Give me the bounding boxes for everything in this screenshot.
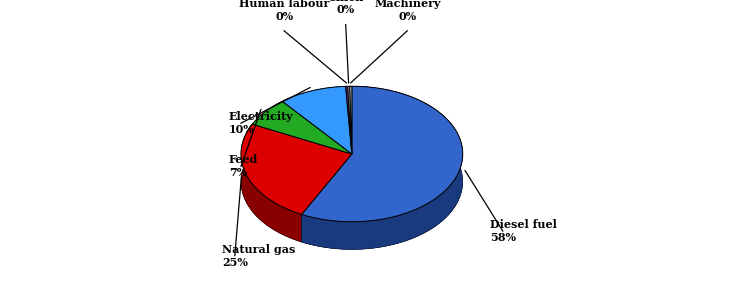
Polygon shape [241, 124, 352, 214]
Polygon shape [346, 114, 352, 182]
Polygon shape [252, 101, 282, 152]
Polygon shape [350, 86, 352, 114]
Polygon shape [346, 86, 352, 154]
Polygon shape [282, 101, 352, 182]
Polygon shape [282, 101, 352, 182]
Polygon shape [241, 124, 302, 242]
Polygon shape [350, 86, 352, 114]
Polygon shape [350, 86, 352, 182]
Polygon shape [302, 86, 463, 249]
Polygon shape [282, 86, 346, 129]
Polygon shape [282, 86, 346, 129]
Polygon shape [346, 86, 348, 114]
Polygon shape [350, 86, 352, 154]
Polygon shape [252, 124, 352, 182]
Polygon shape [350, 86, 352, 182]
Text: Human labour
0%: Human labour 0% [239, 0, 329, 22]
Polygon shape [282, 86, 352, 154]
Polygon shape [252, 129, 352, 182]
Polygon shape [252, 101, 352, 154]
Polygon shape [348, 86, 352, 182]
Polygon shape [348, 86, 350, 114]
Polygon shape [252, 124, 352, 182]
Polygon shape [302, 86, 463, 249]
Text: Machinery
0%: Machinery 0% [374, 0, 441, 22]
Polygon shape [302, 114, 463, 249]
Text: Chick
0%: Chick 0% [328, 0, 364, 15]
Text: Natural gas
25%: Natural gas 25% [222, 244, 296, 268]
Polygon shape [348, 114, 352, 182]
Polygon shape [350, 114, 352, 182]
Polygon shape [346, 86, 352, 182]
Polygon shape [302, 154, 352, 242]
Polygon shape [348, 86, 352, 154]
Polygon shape [252, 101, 282, 152]
Text: Diesel fuel
58%: Diesel fuel 58% [490, 219, 557, 243]
Polygon shape [348, 86, 352, 182]
Text: Feed
7%: Feed 7% [229, 154, 258, 178]
Text: Electricity
10%: Electricity 10% [229, 111, 294, 135]
Polygon shape [302, 86, 463, 222]
Polygon shape [241, 124, 302, 242]
Polygon shape [346, 86, 352, 182]
Polygon shape [282, 114, 352, 182]
Polygon shape [302, 154, 352, 242]
Polygon shape [346, 86, 348, 114]
Polygon shape [241, 152, 352, 242]
Polygon shape [348, 86, 350, 114]
